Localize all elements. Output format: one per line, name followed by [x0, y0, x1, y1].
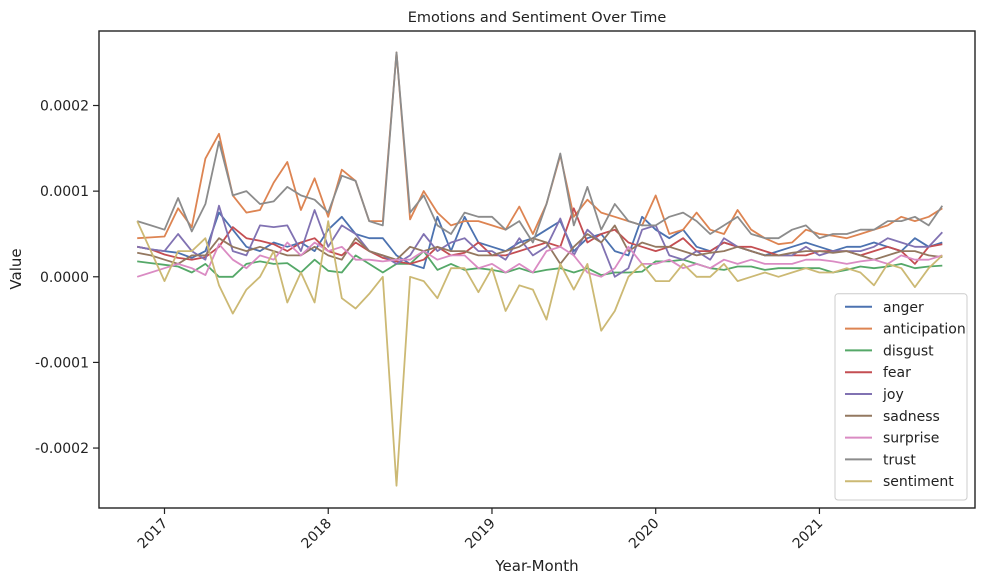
- y-tick-label: -0.0002: [35, 441, 89, 457]
- x-axis-label: Year-Month: [494, 557, 578, 575]
- legend-label-surprise: surprise: [883, 431, 939, 447]
- y-axis-label: Value: [7, 248, 25, 289]
- series-line-sentiment: [136, 220, 943, 487]
- chart-title: Emotions and Sentiment Over Time: [408, 10, 667, 26]
- legend: anger anticipation disgust fear joy sadness su…: [834, 293, 968, 501]
- y-axis: -0.0002 -0.0001 0.0000 0.0001 0.0002: [35, 99, 99, 457]
- series-lines: [136, 51, 944, 487]
- y-tick-label: -0.0001: [35, 355, 89, 371]
- legend-label-joy: joy: [882, 387, 904, 403]
- series-line-joy: [137, 204, 943, 278]
- series-line-trust: [136, 51, 944, 244]
- plot-frame: [98, 30, 976, 509]
- legend-label-sadness: sadness: [883, 409, 940, 425]
- y-tick-label: 0.0002: [40, 99, 89, 115]
- legend-label-trust: trust: [883, 452, 916, 468]
- legend-label-disgust: disgust: [883, 343, 934, 359]
- y-tick-label: 0.0000: [40, 270, 89, 286]
- y-tick-label: 0.0001: [40, 184, 89, 200]
- series-line-surprise: [136, 241, 943, 278]
- legend-label-sentiment: sentiment: [883, 474, 954, 490]
- legend-label-fear: fear: [883, 365, 911, 381]
- series-line-anticipation: [137, 51, 943, 246]
- series-line-sadness: [137, 224, 943, 265]
- series-line-fear: [137, 207, 943, 265]
- plot-area: [136, 51, 944, 487]
- legend-label-anger: anger: [883, 300, 924, 316]
- legend-box: [834, 293, 968, 501]
- legend-label-anticipation: anticipation: [883, 322, 966, 338]
